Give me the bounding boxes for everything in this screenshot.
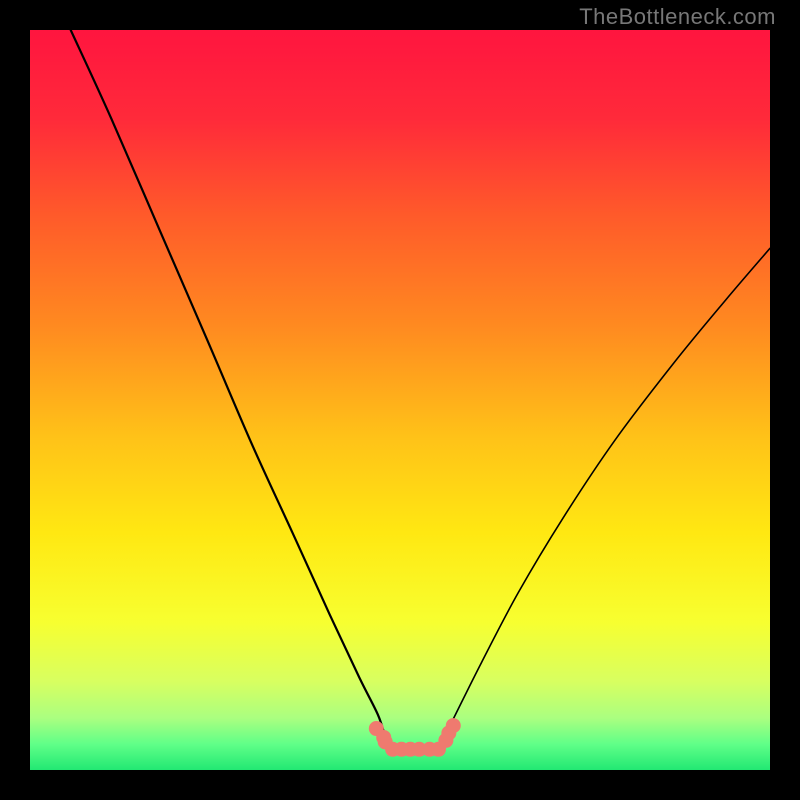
watermark-text: TheBottleneck.com [579,4,776,30]
figure-canvas: TheBottleneck.com [0,0,800,800]
marker-dot [376,730,391,745]
plot-area [30,30,770,770]
gradient-chart [30,30,770,770]
marker-dot [446,718,461,733]
